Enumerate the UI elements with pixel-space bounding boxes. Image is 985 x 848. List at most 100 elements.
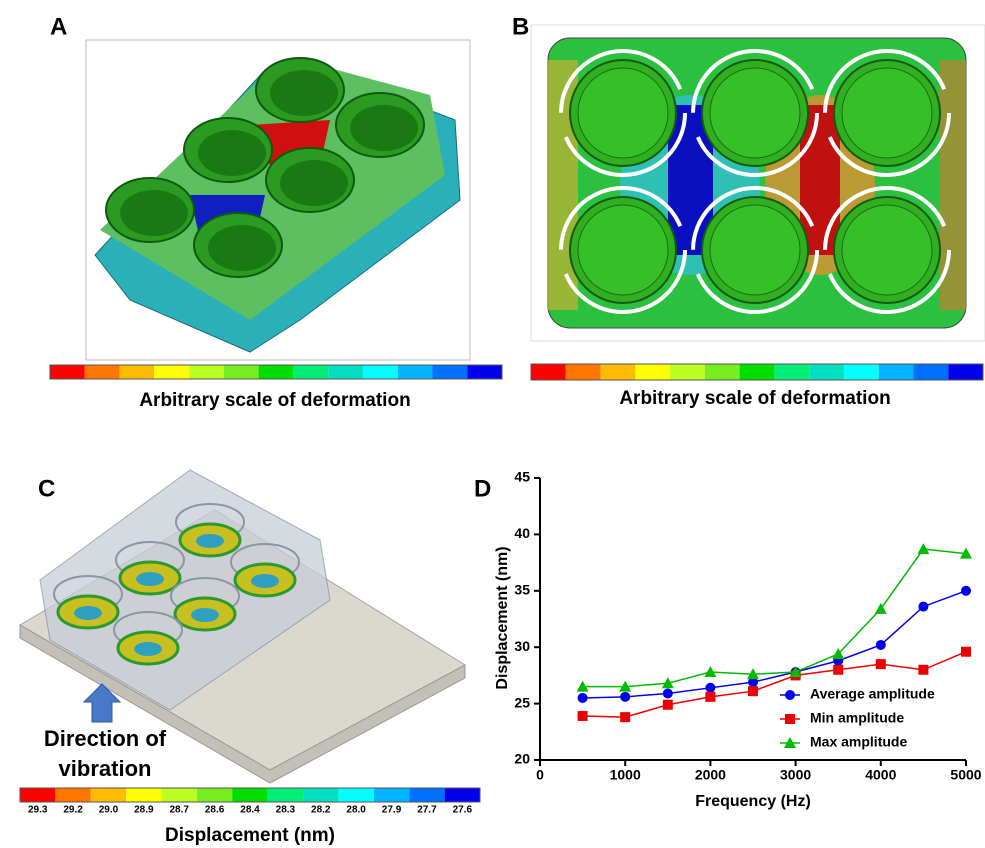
colorbar-label: 29.0: [99, 805, 119, 816]
colorbar-label: 27.7: [417, 805, 437, 816]
data-point: [960, 547, 972, 559]
colorbar-swatch: [635, 364, 671, 380]
colorbar-swatch: [704, 364, 740, 380]
x-tick-label: 1000: [610, 767, 641, 783]
well-inner: [841, 67, 933, 159]
x-tick-label: 3000: [780, 767, 811, 783]
colorbar-frame: [19, 787, 481, 803]
well-center: [134, 642, 162, 656]
colorbar-label: 28.7: [169, 805, 189, 816]
colorbar-swatch: [84, 365, 120, 379]
y-tick-label: 35: [514, 582, 530, 598]
colorbar-swatch: [55, 788, 91, 802]
data-point: [705, 682, 716, 693]
data-point: [620, 691, 631, 702]
data-point: [619, 680, 632, 692]
x-tick-label: 2000: [695, 767, 726, 783]
colorbar-swatch: [303, 788, 339, 802]
annotation: Direction of vibration: [44, 726, 167, 781]
colorbar-swatch: [50, 365, 85, 379]
colorbar-label: 29.2: [63, 805, 83, 816]
colorbar-swatch: [161, 788, 197, 802]
colorbar-label: 29.3: [28, 805, 48, 816]
caption: Displacement (nm): [165, 825, 335, 846]
legend-marker: [785, 690, 795, 700]
colorbar-swatch: [362, 365, 398, 379]
colorbar-swatch: [432, 365, 468, 379]
colorbar-swatch: [258, 365, 294, 379]
colorbar-swatch: [409, 788, 445, 802]
colorbar-label: 28.0: [346, 805, 366, 816]
data-point: [620, 712, 631, 723]
well-inner: [280, 160, 348, 206]
panel-label: B: [512, 13, 529, 40]
data-point: [662, 699, 673, 710]
well-center: [74, 606, 102, 620]
data-point: [662, 688, 673, 699]
colorbar-frame: [49, 364, 503, 380]
data-point: [704, 666, 717, 678]
well-gap: [823, 49, 951, 177]
substrate-edge: [19, 624, 466, 784]
colorbar-swatch: [397, 365, 433, 379]
legend-label: Average amplitude: [810, 686, 935, 702]
vibration-arrow: [82, 683, 122, 723]
well-inner: [350, 105, 418, 151]
y-tick-label: 25: [514, 694, 530, 710]
data-point: [832, 647, 845, 659]
well-gap: [823, 186, 951, 314]
well-inner: [208, 225, 276, 271]
well-inner: [709, 67, 801, 159]
well-center: [136, 572, 164, 586]
colorbar-swatch: [531, 364, 566, 380]
well-inner: [120, 190, 188, 236]
panel-label: D: [474, 475, 491, 502]
colorbar-swatch: [126, 788, 162, 802]
colorbar-swatch: [232, 788, 268, 802]
tray: [39, 469, 331, 711]
data-point: [874, 602, 887, 614]
data-point: [705, 691, 716, 702]
x-axis-title: Frequency (Hz): [695, 793, 811, 810]
data-point: [576, 680, 589, 692]
data-point: [875, 659, 886, 670]
data-point: [789, 666, 802, 678]
colorbar-swatch: [843, 364, 879, 380]
data-point: [875, 639, 886, 650]
colorbar-label: 27.6: [453, 805, 473, 816]
deform-red: [800, 105, 840, 255]
data-point: [577, 711, 588, 722]
annotation-line: Direction of: [44, 726, 167, 751]
colorbar-label: 28.9: [134, 805, 154, 816]
well-inner: [709, 204, 801, 296]
well-center: [191, 608, 219, 622]
y-tick-label: 45: [514, 469, 530, 485]
colorbar-swatch: [467, 365, 502, 379]
data-point: [747, 668, 759, 680]
well-gap: [691, 49, 819, 177]
series-line: [582, 651, 967, 718]
panel-label: A: [50, 13, 67, 40]
colorbar-swatch: [154, 365, 190, 379]
colorbar-swatch: [189, 365, 224, 379]
series-line: [582, 590, 967, 699]
x-tick-label: 4000: [865, 767, 896, 783]
caption: Arbitrary scale of deformation: [139, 390, 410, 411]
y-tick-label: 20: [514, 751, 530, 767]
caption: Arbitrary scale of deformation: [619, 388, 890, 409]
colorbar-frame: [530, 363, 984, 381]
well-center: [251, 574, 279, 588]
colorbar-swatch: [196, 788, 233, 802]
colorbar-swatch: [948, 364, 983, 380]
x-tick-label: 5000: [950, 767, 981, 783]
well-inner: [198, 130, 266, 176]
well-gap: [559, 49, 687, 177]
well-inner: [841, 204, 933, 296]
colorbar-label: 28.6: [205, 805, 225, 816]
well-inner: [577, 204, 669, 296]
data-point: [748, 686, 758, 697]
colorbar-label: 28.4: [240, 805, 260, 816]
y-tick-label: 40: [514, 525, 530, 541]
well-inner: [577, 67, 669, 159]
